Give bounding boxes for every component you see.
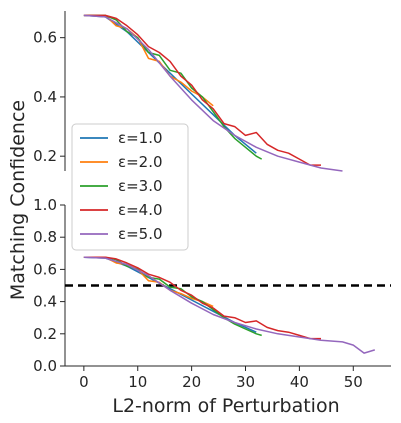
xtick-label: 10: [128, 373, 147, 391]
legend-box: [71, 123, 189, 251]
bottom-ytick-label: 0.6: [33, 260, 57, 278]
legend-label-3: ε=3.0: [118, 177, 163, 195]
x-axis-label: L2-norm of Perturbation: [112, 395, 339, 417]
bottom-ytick-label: 0.0: [33, 357, 57, 375]
legend-label-1: ε=1.0: [118, 129, 163, 147]
y-axis-label: Matching Confidence: [7, 100, 29, 300]
bottom-series-line-2: [83, 256, 214, 308]
legend-label-2: ε=2.0: [118, 153, 163, 171]
xtick-label: 40: [290, 373, 309, 391]
bottom-ytick-label: 0.2: [33, 325, 57, 343]
bottom-series-line-3: [83, 256, 262, 337]
top-series-line-4: [83, 14, 321, 166]
bottom-series-line-4: [83, 256, 321, 340]
legend-label-4: ε=4.0: [118, 201, 163, 219]
top-series-line-3: [83, 14, 263, 160]
xtick-label: 50: [344, 373, 363, 391]
top-series-line-5: [83, 14, 343, 172]
top-ytick-label: 0.6: [33, 29, 57, 47]
top-series-line-2: [83, 14, 214, 107]
bottom-series-line-5: [83, 256, 376, 354]
top-ytick-label: 0.2: [33, 147, 57, 165]
bottom-ytick-label: 0.8: [33, 228, 57, 246]
bottom-ytick-label: 1.0: [33, 196, 57, 214]
xtick-label: 30: [236, 373, 255, 391]
xtick-label: 0: [79, 373, 89, 391]
top-panel: 0.2 0.4 0.6: [33, 11, 343, 172]
top-ytick-label: 0.4: [33, 88, 57, 106]
xtick-label: 20: [182, 373, 201, 391]
bottom-panel: 0.0 0.2 0.4 0.6 0.8 1.0 0 10 20 30 40 50: [33, 196, 391, 391]
bottom-ytick-label: 0.4: [33, 293, 57, 311]
legend-label-5: ε=5.0: [118, 225, 163, 243]
legend: ε=1.0 ε=2.0 ε=3.0 ε=4.0 ε=5.0: [71, 123, 189, 251]
